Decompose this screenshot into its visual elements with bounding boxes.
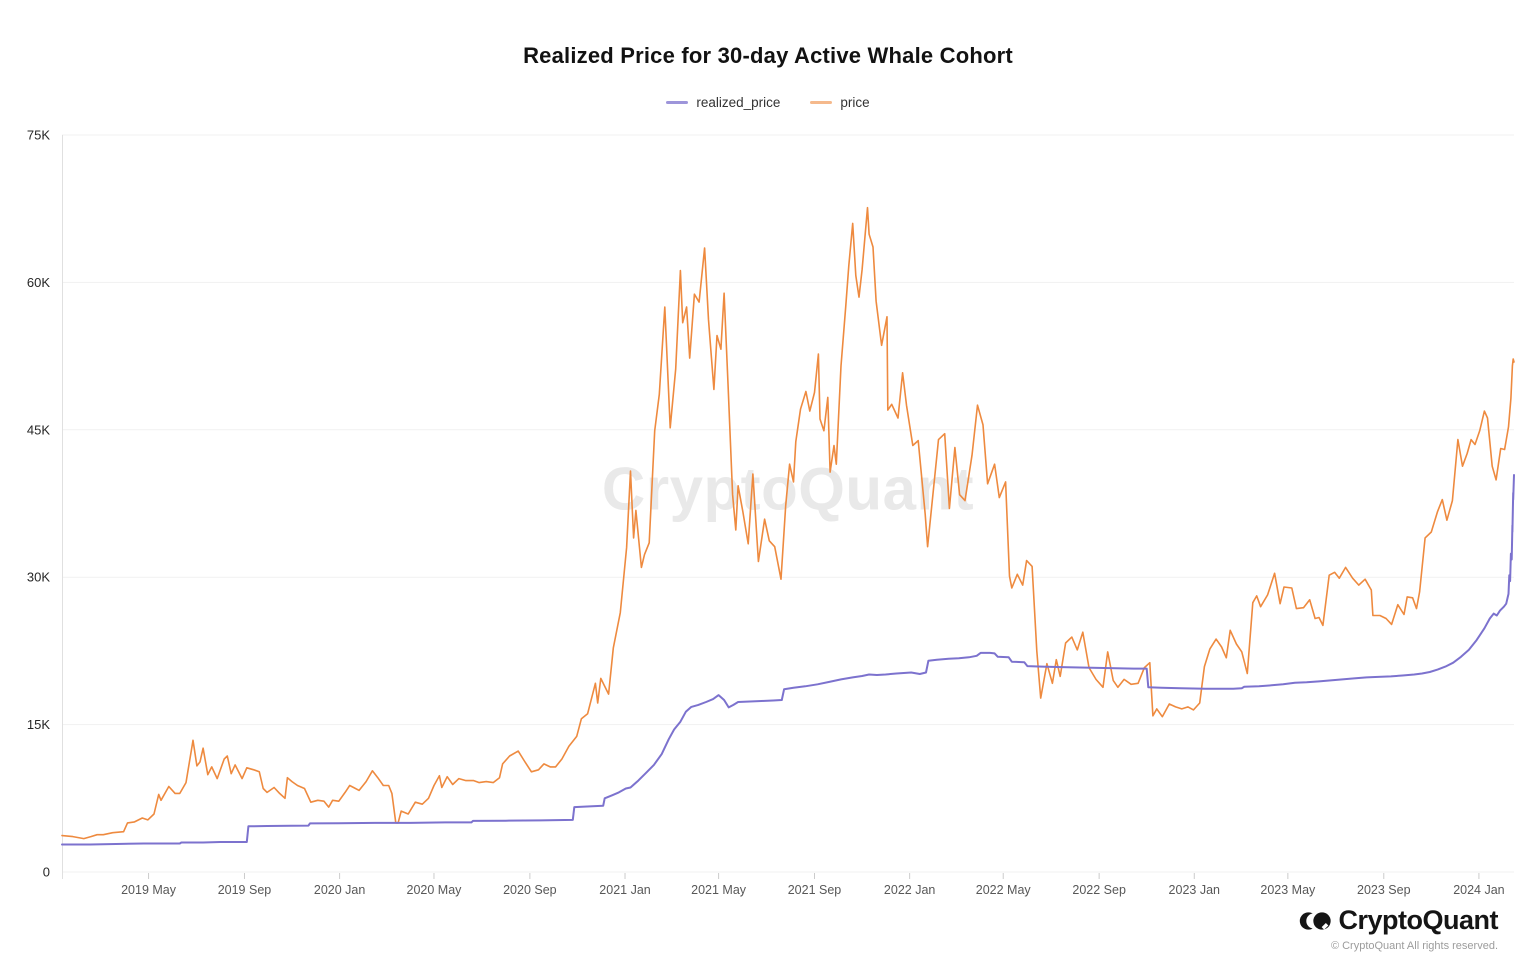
cryptoquant-brand[interactable]: CryptoQuant xyxy=(1299,905,1499,936)
x-axis-tick-label: 2021 Jan xyxy=(599,883,650,897)
legend-label-price: price xyxy=(840,95,870,110)
legend-swatch-realized-price-icon xyxy=(666,101,689,104)
legend-label-realized-price: realized_price xyxy=(696,95,781,110)
series-line-realized_price xyxy=(61,474,1515,846)
x-axis-tick-label: 2023 Sep xyxy=(1357,883,1411,897)
cryptoquant-logo-icon xyxy=(1299,911,1331,930)
legend-item-price[interactable]: price xyxy=(810,95,870,110)
x-axis-tick-label: 2021 Sep xyxy=(788,883,842,897)
x-axis-tick-label: 2020 Jan xyxy=(314,883,365,897)
x-axis-tick-label: 2020 Sep xyxy=(503,883,557,897)
y-axis-tick-label: 60K xyxy=(27,275,50,290)
footer-branding: CryptoQuant © CryptoQuant All rights res… xyxy=(1299,905,1499,952)
x-axis-tick-label: 2019 Sep xyxy=(218,883,272,897)
y-axis-tick-label: 15K xyxy=(27,717,50,732)
y-axis-tick-label: 75K xyxy=(27,128,50,143)
x-axis-tick-label: 2021 May xyxy=(691,883,747,897)
y-axis-tick-label: 45K xyxy=(27,422,50,437)
legend-swatch-price-icon xyxy=(810,101,833,104)
x-axis-tick-label: 2020 May xyxy=(407,883,463,897)
x-axis-tick-label: 2019 May xyxy=(121,883,177,897)
x-axis-tick-label: 2022 May xyxy=(976,883,1032,897)
chart-title: Realized Price for 30-day Active Whale C… xyxy=(523,43,1013,68)
copyright-text: © CryptoQuant All rights reserved. xyxy=(1330,940,1498,952)
x-axis-tick-label: 2024 Jan xyxy=(1453,883,1504,897)
x-axis-tick-label: 2022 Jan xyxy=(884,883,935,897)
y-axis-tick-label: 0 xyxy=(43,865,50,880)
x-axis-tick-label: 2023 Jan xyxy=(1169,883,1220,897)
series-line-price xyxy=(61,206,1515,840)
y-axis-tick-label: 30K xyxy=(27,570,50,585)
brand-text: CryptoQuant xyxy=(1338,905,1499,935)
x-axis-tick-label: 2023 May xyxy=(1260,883,1316,897)
x-axis-tick-label: 2022 Sep xyxy=(1072,883,1126,897)
chart-legend: realized_price price xyxy=(0,95,1536,110)
legend-item-realized-price[interactable]: realized_price xyxy=(666,95,780,110)
